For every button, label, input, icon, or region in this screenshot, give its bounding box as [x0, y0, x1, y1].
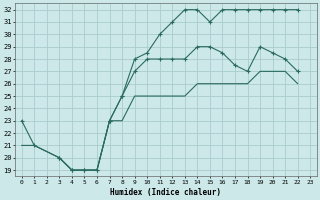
X-axis label: Humidex (Indice chaleur): Humidex (Indice chaleur) [110, 188, 221, 197]
